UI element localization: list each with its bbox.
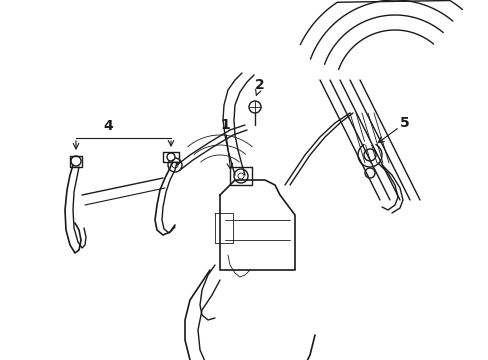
Circle shape bbox=[167, 153, 175, 161]
Text: 1: 1 bbox=[220, 118, 232, 169]
Circle shape bbox=[71, 156, 81, 166]
Text: 3: 3 bbox=[0, 359, 1, 360]
Text: 4: 4 bbox=[103, 119, 113, 133]
Text: 5: 5 bbox=[378, 116, 409, 143]
Text: 2: 2 bbox=[255, 78, 264, 95]
